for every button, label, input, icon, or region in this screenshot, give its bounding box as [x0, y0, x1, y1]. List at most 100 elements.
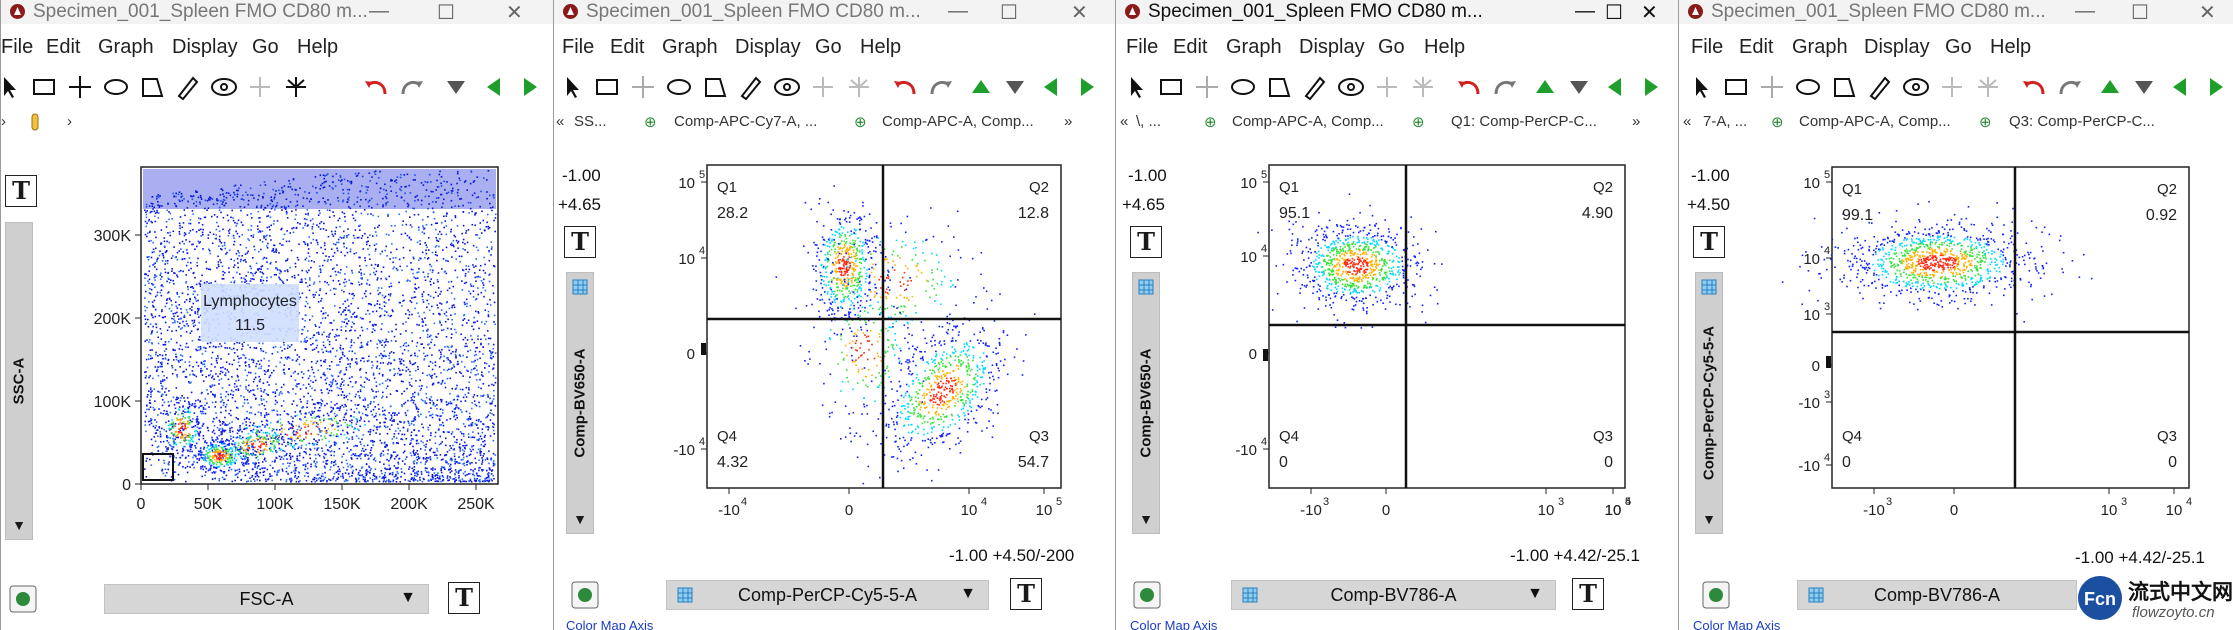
- menu-graph[interactable]: Graph: [662, 36, 718, 58]
- title-bar[interactable]: Specimen_001_Spleen FMO CD80 m... — ☐ ✕: [1, 0, 553, 24]
- close-button[interactable]: ✕: [1071, 2, 1088, 24]
- split-gate-icon[interactable]: [1372, 72, 1402, 102]
- menu-help[interactable]: Help: [297, 36, 339, 58]
- up-arrow-icon[interactable]: [2095, 72, 2125, 102]
- split-gate-icon[interactable]: [808, 72, 838, 102]
- rectangle-gate-icon[interactable]: [592, 72, 622, 102]
- plot-settings-icon[interactable]: [1701, 580, 1731, 610]
- polygon-gate-icon[interactable]: [1829, 72, 1859, 102]
- menu-display[interactable]: Display: [172, 36, 238, 58]
- rectangle-gate-icon[interactable]: [1721, 72, 1751, 102]
- down-arrow-icon[interactable]: [1000, 72, 1030, 102]
- breadcrumb-forward-icon[interactable]: »: [1632, 113, 1641, 130]
- redo-icon[interactable]: [397, 72, 427, 102]
- previous-icon[interactable]: [2165, 72, 2195, 102]
- menu-graph[interactable]: Graph: [1792, 36, 1848, 58]
- y-param-dropdown[interactable]: SSC-A ▼: [5, 222, 33, 540]
- plot-window-3[interactable]: Specimen_001_Spleen FMO CD80 m... — ☐ ✕ …: [1115, 0, 1678, 630]
- breadcrumb-chevron-icon[interactable]: ›: [1, 113, 6, 130]
- close-button[interactable]: ✕: [1641, 2, 1658, 24]
- redo-icon[interactable]: [1490, 72, 1520, 102]
- menu-file[interactable]: File: [1, 36, 34, 58]
- minimize-button[interactable]: —: [948, 0, 968, 22]
- previous-icon[interactable]: [479, 72, 509, 102]
- menu-edit[interactable]: Edit: [46, 36, 81, 58]
- polygon-gate-icon[interactable]: [137, 72, 167, 102]
- breadcrumb-back-icon[interactable]: «: [1683, 113, 1692, 130]
- text-tool-button[interactable]: T: [5, 175, 37, 207]
- spider-gate-icon[interactable]: [1973, 72, 2003, 102]
- menu-file[interactable]: File: [1691, 36, 1724, 58]
- next-icon[interactable]: [1636, 72, 1666, 102]
- lymphocytes-gate-label-box[interactable]: [201, 284, 299, 342]
- menu-edit[interactable]: Edit: [1173, 36, 1208, 58]
- minimize-button[interactable]: —: [2075, 0, 2095, 22]
- menu-edit[interactable]: Edit: [610, 36, 645, 58]
- previous-icon[interactable]: [1600, 72, 1630, 102]
- breadcrumb-back-icon[interactable]: «: [1120, 113, 1129, 130]
- down-arrow-icon[interactable]: [2129, 72, 2159, 102]
- breadcrumb-item[interactable]: Q1: Comp-PerCP-C...: [1451, 113, 1597, 130]
- plot-settings-icon[interactable]: [1132, 580, 1162, 610]
- maximize-button[interactable]: ☐: [2131, 2, 2149, 24]
- hinged-gate-icon[interactable]: [209, 72, 239, 102]
- rectangle-gate-icon[interactable]: [29, 72, 59, 102]
- breadcrumb-item[interactable]: Comp-APC-Cy7-A, ...: [674, 113, 818, 130]
- polygon-gate-icon[interactable]: [1264, 72, 1294, 102]
- next-icon[interactable]: [2201, 72, 2231, 102]
- breadcrumb-item[interactable]: SS...: [574, 113, 607, 130]
- split-gate-icon[interactable]: [1937, 72, 1967, 102]
- undo-icon[interactable]: [890, 72, 920, 102]
- next-icon[interactable]: [1072, 72, 1102, 102]
- scatter-plot-fsc-ssc[interactable]: Lymphocytes 11.5 0 50K 100K 150K 200K 250K 0 100K…: [1, 0, 553, 630]
- x-param-dropdown[interactable]: Comp-PerCP-Cy5-5-A ▼: [666, 580, 989, 610]
- ellipse-gate-icon[interactable]: [664, 72, 694, 102]
- text-tool-button[interactable]: T: [1572, 578, 1604, 610]
- split-gate-icon[interactable]: [245, 72, 275, 102]
- redo-icon[interactable]: [926, 72, 956, 102]
- polygon-gate-icon[interactable]: [700, 72, 730, 102]
- x-param-dropdown[interactable]: FSC-A ▼: [104, 584, 429, 614]
- breadcrumb-item[interactable]: Comp-APC-A, Comp...: [1232, 113, 1384, 130]
- freehand-gate-icon[interactable]: [1865, 72, 1895, 102]
- debris-gate[interactable]: [142, 453, 174, 481]
- next-icon[interactable]: [515, 72, 545, 102]
- previous-icon[interactable]: [1036, 72, 1066, 102]
- pointer-tool-icon[interactable]: [1687, 72, 1717, 102]
- undo-icon[interactable]: [2019, 72, 2049, 102]
- spider-gate-icon[interactable]: [844, 72, 874, 102]
- breadcrumb-item[interactable]: Comp-APC-A, Comp...: [882, 113, 1034, 130]
- menu-edit[interactable]: Edit: [1739, 36, 1774, 58]
- menu-display[interactable]: Display: [735, 36, 801, 58]
- breadcrumb-forward-icon[interactable]: »: [1064, 113, 1073, 130]
- x-param-dropdown[interactable]: Comp-BV786-A ▼: [1231, 580, 1556, 610]
- y-param-dropdown[interactable]: Comp-BV650-A ▼: [1132, 272, 1160, 534]
- undo-icon[interactable]: [1454, 72, 1484, 102]
- pointer-tool-icon[interactable]: [0, 72, 25, 102]
- freehand-gate-icon[interactable]: [173, 72, 203, 102]
- breadcrumb-item[interactable]: \, ...: [1136, 113, 1162, 130]
- down-arrow-icon[interactable]: [441, 72, 471, 102]
- menu-display[interactable]: Display: [1299, 36, 1365, 58]
- menu-file[interactable]: File: [562, 36, 595, 58]
- title-bar[interactable]: Specimen_001_Spleen FMO CD80 m... — ☐ ✕: [1116, 0, 1678, 24]
- menu-help[interactable]: Help: [1424, 36, 1466, 58]
- quadrant-gate-icon[interactable]: [628, 72, 658, 102]
- pointer-tool-icon[interactable]: [1122, 72, 1152, 102]
- x-param-dropdown[interactable]: Comp-BV786-A: [1797, 580, 2077, 610]
- breadcrumb-back-icon[interactable]: «: [556, 113, 565, 130]
- plot-window-1[interactable]: Specimen_001_Spleen FMO CD80 m... — ☐ ✕ …: [0, 0, 553, 630]
- rectangle-gate-icon[interactable]: [1156, 72, 1186, 102]
- menu-go[interactable]: Go: [252, 36, 279, 58]
- close-button[interactable]: ✕: [506, 2, 523, 24]
- up-arrow-icon[interactable]: [966, 72, 996, 102]
- hinged-gate-icon[interactable]: [772, 72, 802, 102]
- plot-window-2[interactable]: Specimen_001_Spleen FMO CD80 m... — ☐ ✕ …: [553, 0, 1115, 630]
- maximize-button[interactable]: ☐: [437, 2, 455, 24]
- freehand-gate-icon[interactable]: [736, 72, 766, 102]
- menu-go[interactable]: Go: [1378, 36, 1405, 58]
- plot-settings-icon[interactable]: [570, 580, 600, 610]
- menu-help[interactable]: Help: [860, 36, 902, 58]
- freehand-gate-icon[interactable]: [1300, 72, 1330, 102]
